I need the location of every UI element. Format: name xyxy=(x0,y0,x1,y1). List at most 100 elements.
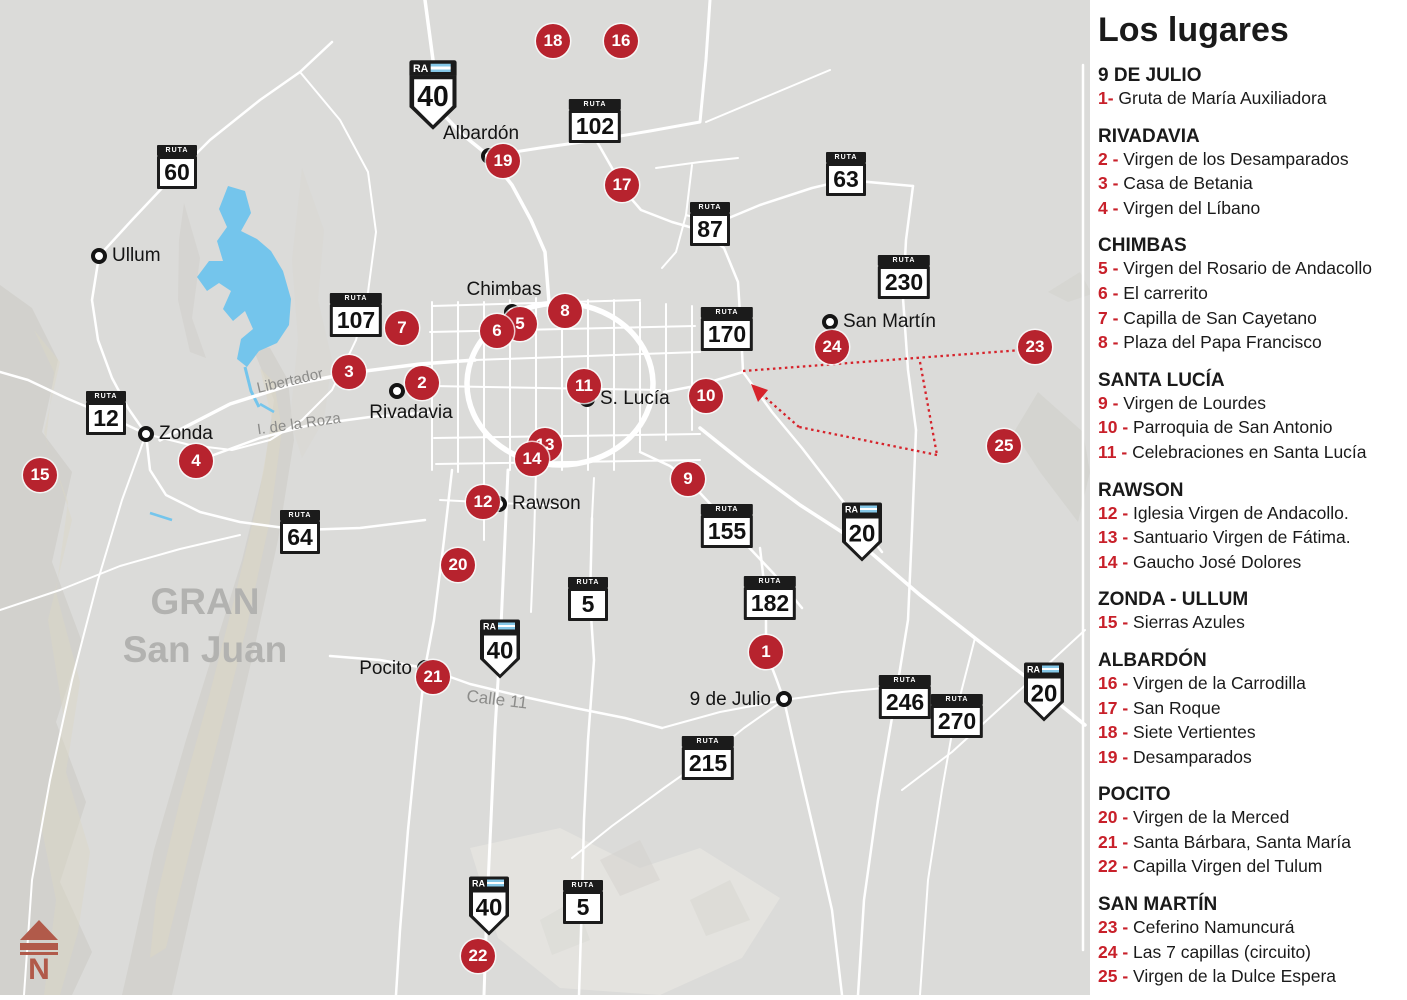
legend-item-number: 15 - xyxy=(1098,612,1129,633)
legend-item-text: Parroquia de San Antonio xyxy=(1128,417,1333,438)
legend-title: Los lugares xyxy=(1098,11,1289,49)
legend-section-rivadavia: RIVADAVIA 2 - Virgen de los Desamparados 3… xyxy=(1098,126,1399,221)
legend-item-number: 20 - xyxy=(1098,807,1129,828)
legend-section-albardon: ALBARDÓN 16 - Virgen de la Carrodilla 17 -… xyxy=(1098,650,1399,769)
legend-item: 22 - Capilla Virgen del Tulum xyxy=(1098,854,1399,879)
legend-item-number: 6 - xyxy=(1098,282,1119,303)
legend-item-number: 18 - xyxy=(1098,722,1129,743)
legend-item-number: 9 - xyxy=(1098,392,1119,413)
legend-item: 11 - Celebraciones en Santa Lucía xyxy=(1098,440,1399,465)
compass-bar xyxy=(20,943,58,950)
map-area: RUTA 60 RUTA 102 RUTA 63 RUTA 87 RUTA 230 RUTA 170 R… xyxy=(0,0,1092,995)
legend-item-number: 22 - xyxy=(1098,856,1129,877)
legend-item-text: Gaucho José Dolores xyxy=(1128,551,1302,572)
legend-item-text: Ceferino Namuncurá xyxy=(1128,917,1295,938)
legend-item-text: Virgen de la Dulce Espera xyxy=(1128,966,1337,987)
legend-item-text: Gruta de María Auxiliadora xyxy=(1113,88,1327,108)
legend-item: 16 - Virgen de la Carrodilla xyxy=(1098,671,1399,696)
legend-section-title: SANTA LUCÍA xyxy=(1098,369,1225,391)
legend-item-number: 3 - xyxy=(1098,173,1119,194)
legend-item: 15 - Sierras Azules xyxy=(1098,610,1399,635)
compass-north-icon: N xyxy=(20,920,58,985)
legend-item: 2 - Virgen de los Desamparados xyxy=(1098,147,1399,172)
legend-item: 4 - Virgen del Líbano xyxy=(1098,196,1399,221)
region-label-line2: San Juan xyxy=(122,629,288,670)
legend-section-san-martin: SAN MARTÍN 23 - Ceferino Namuncurá 24 - La… xyxy=(1098,894,1399,989)
legend-item-number: 23 - xyxy=(1098,917,1129,938)
legend-item-text: Santa Bárbara, Santa María xyxy=(1128,831,1351,852)
legend-item-text: Santuario Virgen de Fátima. xyxy=(1128,527,1351,548)
legend-item: 18 - Siete Vertientes xyxy=(1098,720,1399,745)
legend-section-rawson: RAWSON 12 - Iglesia Virgen de Andacollo. 1… xyxy=(1098,480,1399,575)
legend-item-number: 4 - xyxy=(1098,197,1119,218)
map-graphics xyxy=(0,0,1092,995)
legend-item-text: Siete Vertientes xyxy=(1128,722,1256,743)
compass-bar xyxy=(20,952,58,955)
legend-item: 9 - Virgen de Lourdes xyxy=(1098,391,1399,416)
legend-item-number: 24 - xyxy=(1098,941,1129,962)
legend-section-title: CHIMBAS xyxy=(1098,235,1187,257)
legend-section-title: RAWSON xyxy=(1098,479,1184,501)
legend-item: 14 - Gaucho José Dolores xyxy=(1098,550,1399,575)
route-arrowhead xyxy=(751,384,768,402)
legend-item: 7 - Capilla de San Cayetano xyxy=(1098,306,1399,331)
legend-item-number: 1- xyxy=(1098,88,1114,108)
legend-section-title: 9 DE JULIO xyxy=(1098,65,1202,86)
legend-item-number: 16 - xyxy=(1098,672,1129,693)
legend-item: 12 - Iglesia Virgen de Andacollo. xyxy=(1098,501,1399,526)
legend-item: 8 - Plaza del Papa Francisco xyxy=(1098,330,1399,355)
pilgrimage-route xyxy=(742,347,1036,457)
legend-section-title: POCITO xyxy=(1098,784,1171,806)
legend-item-number: 7 - xyxy=(1098,307,1119,328)
legend-item: 5 - Virgen del Rosario de Andacollo xyxy=(1098,256,1399,281)
legend-item-text: Casa de Betania xyxy=(1118,173,1253,194)
ullum-lake xyxy=(149,186,291,522)
legend-item-number: 13 - xyxy=(1098,527,1129,548)
legend-item-text: Desamparados xyxy=(1128,746,1252,767)
legend-item-text: Virgen de Lourdes xyxy=(1118,392,1266,413)
legend-item-text: Virgen de los Desamparados xyxy=(1118,148,1349,169)
legend-item-text: San Roque xyxy=(1128,697,1221,718)
legend-section-title: ALBARDÓN xyxy=(1098,649,1207,671)
legend-section-santa-lucia: SANTA LUCÍA 9 - Virgen de Lourdes 10 - Par… xyxy=(1098,370,1399,465)
legend-item-number: 25 - xyxy=(1098,966,1129,987)
legend-item-text: Virgen de la Carrodilla xyxy=(1128,672,1306,693)
legend-item-number: 2 - xyxy=(1098,148,1119,169)
legend-item-text: Virgen del Rosario de Andacollo xyxy=(1118,258,1373,279)
legend-panel: Los lugares 9 DE JULIO 1- Gruta de María … xyxy=(1090,0,1407,1000)
legend-item: 20 - Virgen de la Merced xyxy=(1098,805,1399,830)
legend-item: 19 - Desamparados xyxy=(1098,745,1399,770)
legend-item: 13 - Santuario Virgen de Fátima. xyxy=(1098,525,1399,550)
compass-triangle xyxy=(20,920,58,940)
legend-item: 1- Gruta de María Auxiliadora xyxy=(1098,86,1399,111)
legend-item-text: Las 7 capillas (circuito) xyxy=(1128,941,1312,962)
compass-n: N xyxy=(28,953,50,986)
legend-section-pocito: POCITO 20 - Virgen de la Merced 21 - Santa… xyxy=(1098,784,1399,879)
legend-item: 10 - Parroquia de San Antonio xyxy=(1098,415,1399,440)
legend-item-text: Celebraciones en Santa Lucía xyxy=(1127,441,1367,462)
legend-section-title: ZONDA - ULLUM xyxy=(1098,589,1249,611)
legend-item-number: 11 - xyxy=(1098,441,1128,462)
legend-item: 3 - Casa de Betania xyxy=(1098,171,1399,196)
region-label-line1: GRAN xyxy=(150,581,260,622)
legend-item-text: Plaza del Papa Francisco xyxy=(1118,332,1322,353)
legend-section-chimbas: CHIMBAS 5 - Virgen del Rosario de Andacol… xyxy=(1098,235,1399,354)
legend-item-text: Virgen del Líbano xyxy=(1118,197,1261,218)
legend-item-number: 17 - xyxy=(1098,697,1129,718)
legend-item-number: 5 - xyxy=(1098,258,1119,279)
legend-section-title: RIVADAVIA xyxy=(1098,125,1200,147)
legend-item: 23 - Ceferino Namuncurá xyxy=(1098,915,1399,940)
legend-item-number: 10 - xyxy=(1098,417,1129,438)
legend-item-number: 14 - xyxy=(1098,551,1129,572)
legend-item: 6 - El carrerito xyxy=(1098,281,1399,306)
legend-item-text: Virgen de la Merced xyxy=(1128,807,1290,828)
legend-item-text: El carrerito xyxy=(1118,282,1208,303)
legend-section-zonda-ullum: ZONDA - ULLUM 15 - Sierras Azules xyxy=(1098,589,1399,635)
legend-item-number: 21 - xyxy=(1098,831,1129,852)
mountains xyxy=(0,168,1092,995)
legend-item-number: 12 - xyxy=(1098,502,1129,523)
legend-item: 21 - Santa Bárbara, Santa María xyxy=(1098,830,1399,855)
legend-sections: 9 DE JULIO 1- Gruta de María Auxiliadora R… xyxy=(1098,65,1399,989)
legend-item-text: Sierras Azules xyxy=(1128,612,1245,633)
legend-item-number: 8 - xyxy=(1098,332,1119,353)
